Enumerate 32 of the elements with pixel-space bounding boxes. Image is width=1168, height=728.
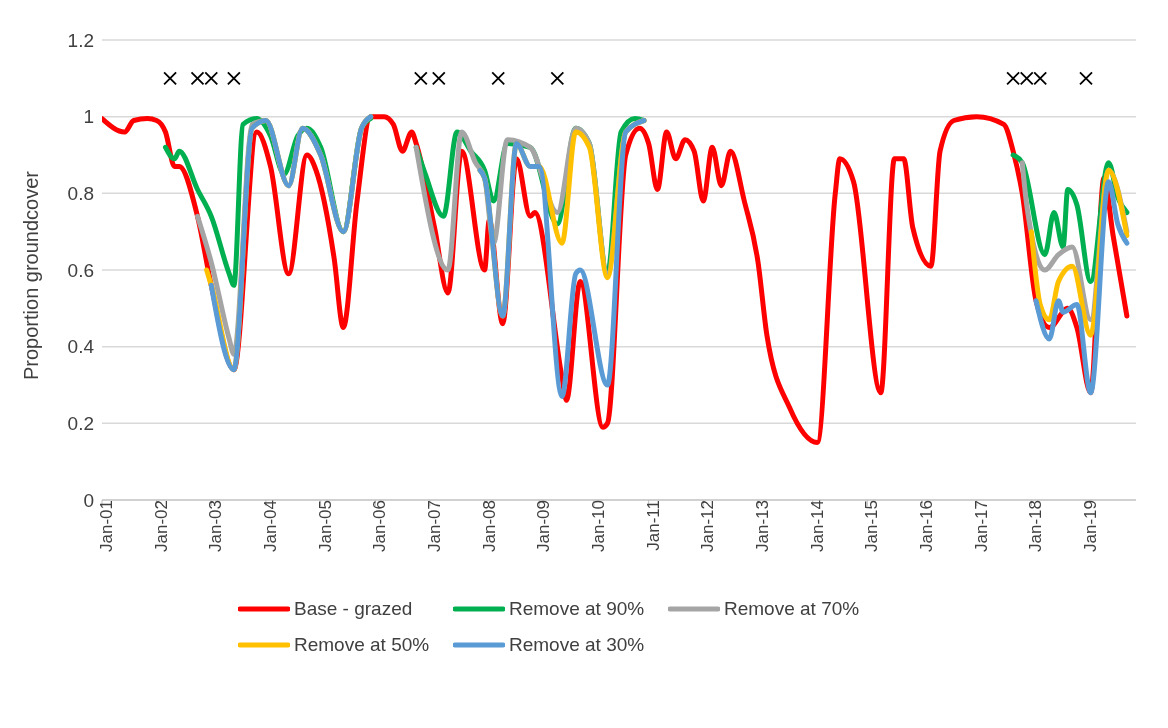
x-tick-label: Jan-15: [862, 500, 882, 552]
x-tick-label: Jan-07: [425, 500, 445, 552]
legend-label: Remove at 90%: [509, 598, 645, 620]
x-tick-label: Jan-13: [753, 500, 773, 552]
x-tick-label: Jan-16: [917, 500, 937, 552]
x-tick-label: Jan-19: [1081, 500, 1101, 552]
x-tick-label: Jan-06: [370, 500, 390, 552]
x-tick-label: Jan-08: [479, 500, 499, 552]
x-tick-label: Jan-01: [97, 500, 117, 552]
legend-label: Remove at 50%: [294, 634, 430, 656]
x-tick-label: Jan-09: [534, 500, 554, 552]
x-tick-label: Jan-10: [589, 500, 609, 552]
x-tick-label: Jan-02: [151, 500, 171, 552]
x-tick-label: Jan-14: [807, 500, 827, 552]
y-tick-label: 0: [83, 489, 94, 511]
legend-label: Remove at 30%: [509, 634, 645, 656]
x-tick-label: Jan-04: [260, 500, 280, 552]
legend-label: Remove at 70%: [724, 598, 860, 620]
y-tick-label: 1.2: [67, 29, 94, 51]
x-tick-label: Jan-03: [206, 500, 226, 552]
legend-label: Base - grazed: [294, 598, 413, 620]
x-tick-label: Jan-11: [643, 500, 663, 551]
x-tick-label: Jan-17: [971, 500, 991, 552]
y-tick-label: 0.6: [67, 259, 94, 281]
y-tick-label: 0.2: [67, 413, 94, 435]
y-tick-label: 0.4: [67, 336, 95, 358]
y-tick-label: 1: [83, 106, 94, 128]
y-axis-title: Proportion groundcover: [20, 170, 43, 380]
x-tick-label: Jan-12: [698, 500, 718, 552]
x-tick-label: Jan-18: [1026, 500, 1046, 552]
x-tick-label: Jan-05: [315, 500, 335, 552]
y-tick-label: 0.8: [67, 183, 94, 205]
